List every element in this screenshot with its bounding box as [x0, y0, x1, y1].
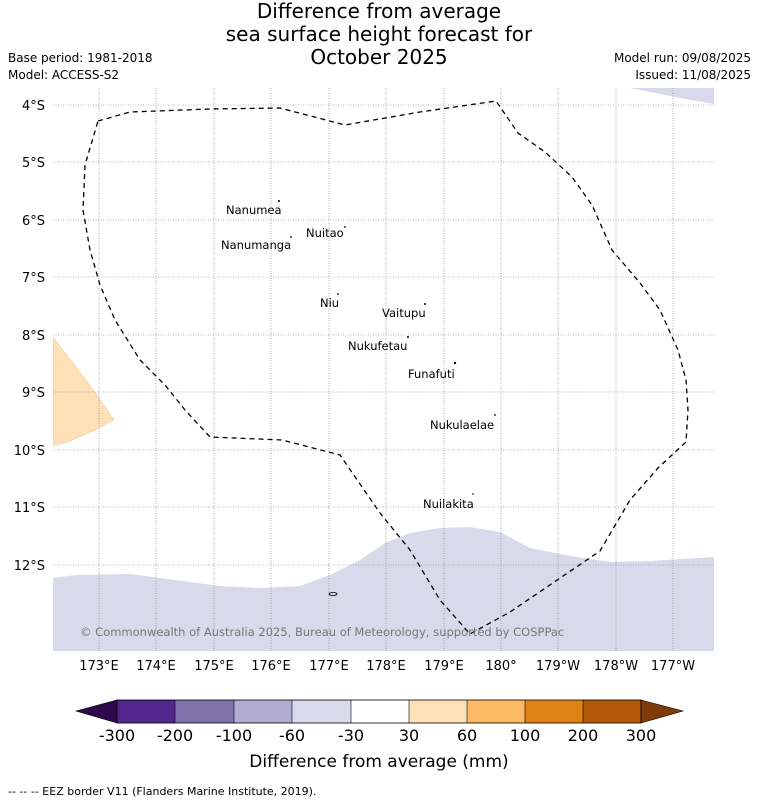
colorbar-tick: -300: [99, 726, 135, 745]
island-dot-nuilakita: [472, 493, 474, 495]
island-label-nanumea: Nanumea: [226, 203, 282, 217]
reef-marker: [328, 592, 338, 596]
copyright-text: © Commonwealth of Australia 2025, Bureau…: [80, 625, 564, 639]
island-label-nukulaelae: Nukulaelae: [430, 418, 494, 432]
model-run: Model run: 09/08/2025: [613, 51, 751, 65]
colorbar-segment: [467, 700, 525, 723]
island-label-nuilakita: Nuilakita: [423, 497, 474, 511]
colorbar-tick: 300: [626, 726, 657, 745]
colorbar-label: Difference from average (mm): [249, 752, 508, 772]
base-period: Base period: 1981-2018: [8, 51, 153, 65]
island-label-nuitao: Nuitao: [306, 226, 344, 240]
colorbar-segment: [234, 700, 292, 723]
island-markers: [278, 200, 496, 596]
lon-label: 174°E: [136, 659, 176, 674]
colorbar-segment: [175, 700, 234, 723]
colorbar-tick: -60: [279, 726, 305, 745]
footer-note: -- -- -- EEZ border V11 (Flanders Marine…: [8, 785, 317, 798]
lat-label: 9°S: [22, 386, 45, 401]
title-line-2: sea surface height forecast for: [225, 22, 533, 46]
island-dot-nuitao: [344, 226, 346, 228]
title-line-1: Difference from average: [256, 0, 502, 23]
colorbar-segment: [583, 700, 641, 723]
grid-lines: [53, 88, 714, 651]
colorbar-segment: [409, 700, 467, 723]
negative-anomaly-region-ne: [630, 88, 714, 104]
island-label-niu: Niu: [320, 296, 339, 310]
eez-border: [82, 100, 689, 635]
lon-label: 179°E: [424, 659, 464, 674]
island-dot-nukulaelae: [494, 414, 496, 416]
lat-label: 11°S: [14, 501, 45, 516]
lat-label: 8°S: [22, 329, 45, 344]
island-label-nanumanga: Nanumanga: [221, 238, 291, 252]
lon-label: 175°E: [194, 659, 234, 674]
island-label-nukufetau: Nukufetau: [348, 339, 407, 353]
lon-label: 179°W: [536, 659, 580, 674]
meta-right: Model run: 09/08/2025 Issued: 11/08/2025: [614, 50, 751, 84]
lat-label: 5°S: [22, 156, 45, 171]
colorbar-tick: -200: [157, 726, 193, 745]
lon-label: 177°W: [651, 659, 695, 674]
lon-label: 176°E: [251, 659, 291, 674]
island-dot-nukufetau: [407, 336, 409, 338]
lon-label: 177°E: [309, 659, 349, 674]
colorbar-min-extend: [74, 699, 118, 724]
title-line-3: October 2025: [310, 45, 448, 69]
lat-label: 7°S: [22, 271, 45, 286]
colorbar-segment: [117, 700, 175, 723]
lat-label: 10°S: [14, 444, 45, 459]
model-name: Model: ACCESS-S2: [8, 68, 120, 82]
chart-title: Difference from average sea surface heig…: [0, 0, 758, 69]
island-dot-niu: [337, 293, 339, 295]
lat-label: 6°S: [22, 214, 45, 229]
issued-date: Issued: 11/08/2025: [635, 68, 751, 82]
negative-anomaly-region: [53, 527, 714, 651]
colorbar-outline: [116, 699, 642, 724]
colorbar-segment: [525, 700, 583, 723]
island-dot-funafuti: [453, 361, 457, 365]
lon-label: 178°E: [366, 659, 406, 674]
island-dot-vaitupu: [424, 303, 426, 305]
island-label-vaitupu: Vaitupu: [382, 306, 426, 320]
island-label-funafuti: Funafuti: [408, 367, 455, 381]
island-dot-nanumanga: [290, 236, 292, 238]
meta-left: Base period: 1981-2018 Model: ACCESS-S2: [8, 50, 153, 84]
colorbar-tick: 30: [399, 726, 419, 745]
lat-label: 12°S: [14, 559, 45, 574]
island-dot-nanumea: [278, 200, 280, 202]
lon-label: 178°W: [594, 659, 638, 674]
colorbar-tick: 60: [457, 726, 477, 745]
colorbar: [74, 699, 685, 724]
lat-label: 4°S: [22, 99, 45, 114]
colorbar-segment: [351, 700, 409, 723]
colorbar-tick: -30: [338, 726, 364, 745]
colorbar-segment: [292, 700, 351, 723]
lon-label: 173°E: [79, 659, 119, 674]
colorbar-tick: -100: [216, 726, 252, 745]
colorbar-tick: 200: [568, 726, 599, 745]
colorbar-max-extend: [640, 699, 685, 724]
colorbar-tick: 100: [510, 726, 541, 745]
lon-label: 180°: [485, 659, 516, 674]
